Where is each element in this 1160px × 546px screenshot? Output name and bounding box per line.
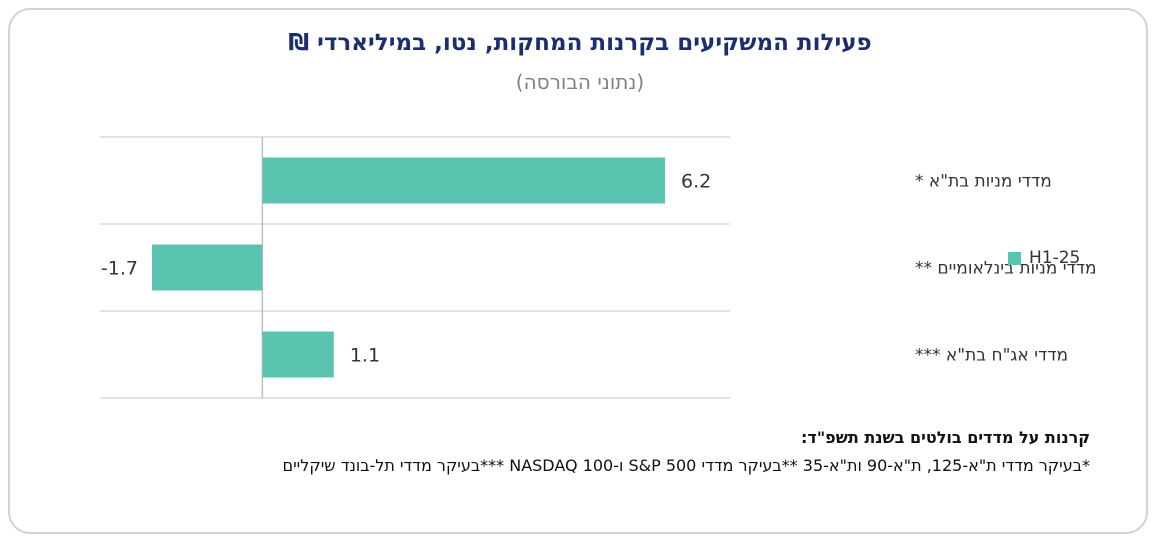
- data-label: 6.2: [681, 171, 711, 193]
- data-label: -1.7: [101, 258, 138, 280]
- category-label: מדדי מניות בת"א *: [915, 172, 1052, 192]
- notes-heading: קרנות על מדדים בולטים בשנת תשפ"ד:: [801, 428, 1090, 447]
- chart-title: פעילות המשקיעים בקרנות המחקות, נטו, במיל…: [288, 30, 872, 56]
- category-label: מדדי מניות בינלאומיים **: [915, 259, 1097, 279]
- data-label: 1.1: [350, 345, 380, 367]
- notes-body: *בעיקר מדדי ת"א-125, ת"א-90 ות"א-35 **בע…: [282, 456, 1090, 475]
- category-label: מדדי אג"ח בת"א ***: [915, 346, 1068, 366]
- legend-label: H1-25: [1029, 248, 1081, 268]
- bar: [262, 331, 334, 378]
- legend: H1-25: [1008, 248, 1080, 268]
- chart-subtitle: (נתוני הבורסה): [515, 70, 645, 94]
- bar: [151, 244, 263, 291]
- legend-swatch: [1008, 251, 1021, 265]
- bar: [262, 157, 666, 204]
